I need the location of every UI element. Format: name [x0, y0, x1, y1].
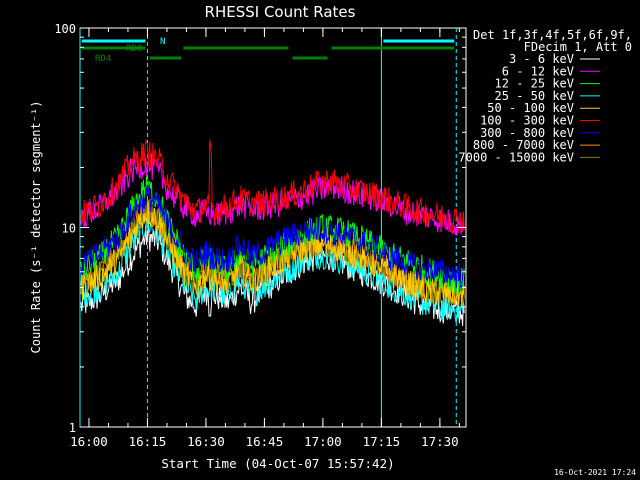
- x-tick-label: 17:15: [363, 434, 401, 449]
- series-line-50-100-kev: [80, 201, 465, 308]
- series-line-300-800-kev: [80, 184, 465, 289]
- x-tick-label: 16:15: [129, 434, 167, 449]
- series-line-6-12-kev: [80, 153, 465, 236]
- legend-entry-label: 100 - 300 keV: [480, 114, 574, 128]
- legend-entry-label: 25 - 50 keV: [495, 89, 574, 103]
- plot-area: N RD0 RD4 1 10 100 16:00 16:15 16:30 16:45 17:00 17…: [54, 22, 467, 449]
- legend-entry-label: 800 - 7000 keV: [473, 138, 574, 152]
- render-timestamp: 16-Oct-2021 17:24: [554, 468, 636, 477]
- legend-header-line-1: Det 1f,3f,4f,5f,6f,9f,: [473, 28, 632, 42]
- x-tick-label: 17:30: [421, 434, 459, 449]
- series-line-100-300-kev: [80, 139, 465, 234]
- flag-label-rd0: RD0: [126, 44, 142, 54]
- x-tick-label: 16:00: [70, 434, 108, 449]
- y-tick-label: 10: [62, 222, 76, 236]
- x-tick-label: 17:00: [304, 434, 342, 449]
- series-line-25-50-kev: [80, 212, 465, 325]
- legend-entry-label: 6 - 12 keV: [502, 64, 574, 78]
- chart-title: RHESSI Count Rates: [205, 3, 356, 21]
- legend-entry-label: 300 - 800 keV: [480, 126, 574, 140]
- y-tick-label: 100: [54, 22, 76, 36]
- legend-entry-label: 3 - 6 keV: [509, 52, 574, 66]
- y-axis-label: Count Rate (s⁻¹ detector segment⁻¹): [29, 101, 43, 354]
- x-axis-label: Start Time (04-Oct-07 15:57:42): [161, 456, 394, 471]
- legend: Det 1f,3f,4f,5f,6f,9f, FDecim 1, Att 0 3…: [458, 28, 632, 164]
- x-tick-label: 16:30: [187, 434, 225, 449]
- x-tick-label: 16:45: [246, 434, 284, 449]
- y-tick-label: 1: [69, 421, 76, 435]
- legend-entry-label: 12 - 25 keV: [495, 77, 574, 91]
- legend-entry-label: 7000 - 15000 keV: [458, 150, 574, 164]
- flag-label-rd4: RD4: [95, 54, 111, 64]
- legend-entry-label: 50 - 100 keV: [487, 101, 574, 115]
- flag-label-n: N: [160, 37, 165, 47]
- legend-header-line-2: FDecim 1, Att 0: [524, 40, 632, 54]
